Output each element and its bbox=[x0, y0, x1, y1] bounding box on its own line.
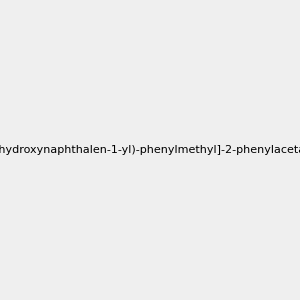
Text: N-[(2-hydroxynaphthalen-1-yl)-phenylmethyl]-2-phenylacetamide: N-[(2-hydroxynaphthalen-1-yl)-phenylmeth… bbox=[0, 145, 300, 155]
